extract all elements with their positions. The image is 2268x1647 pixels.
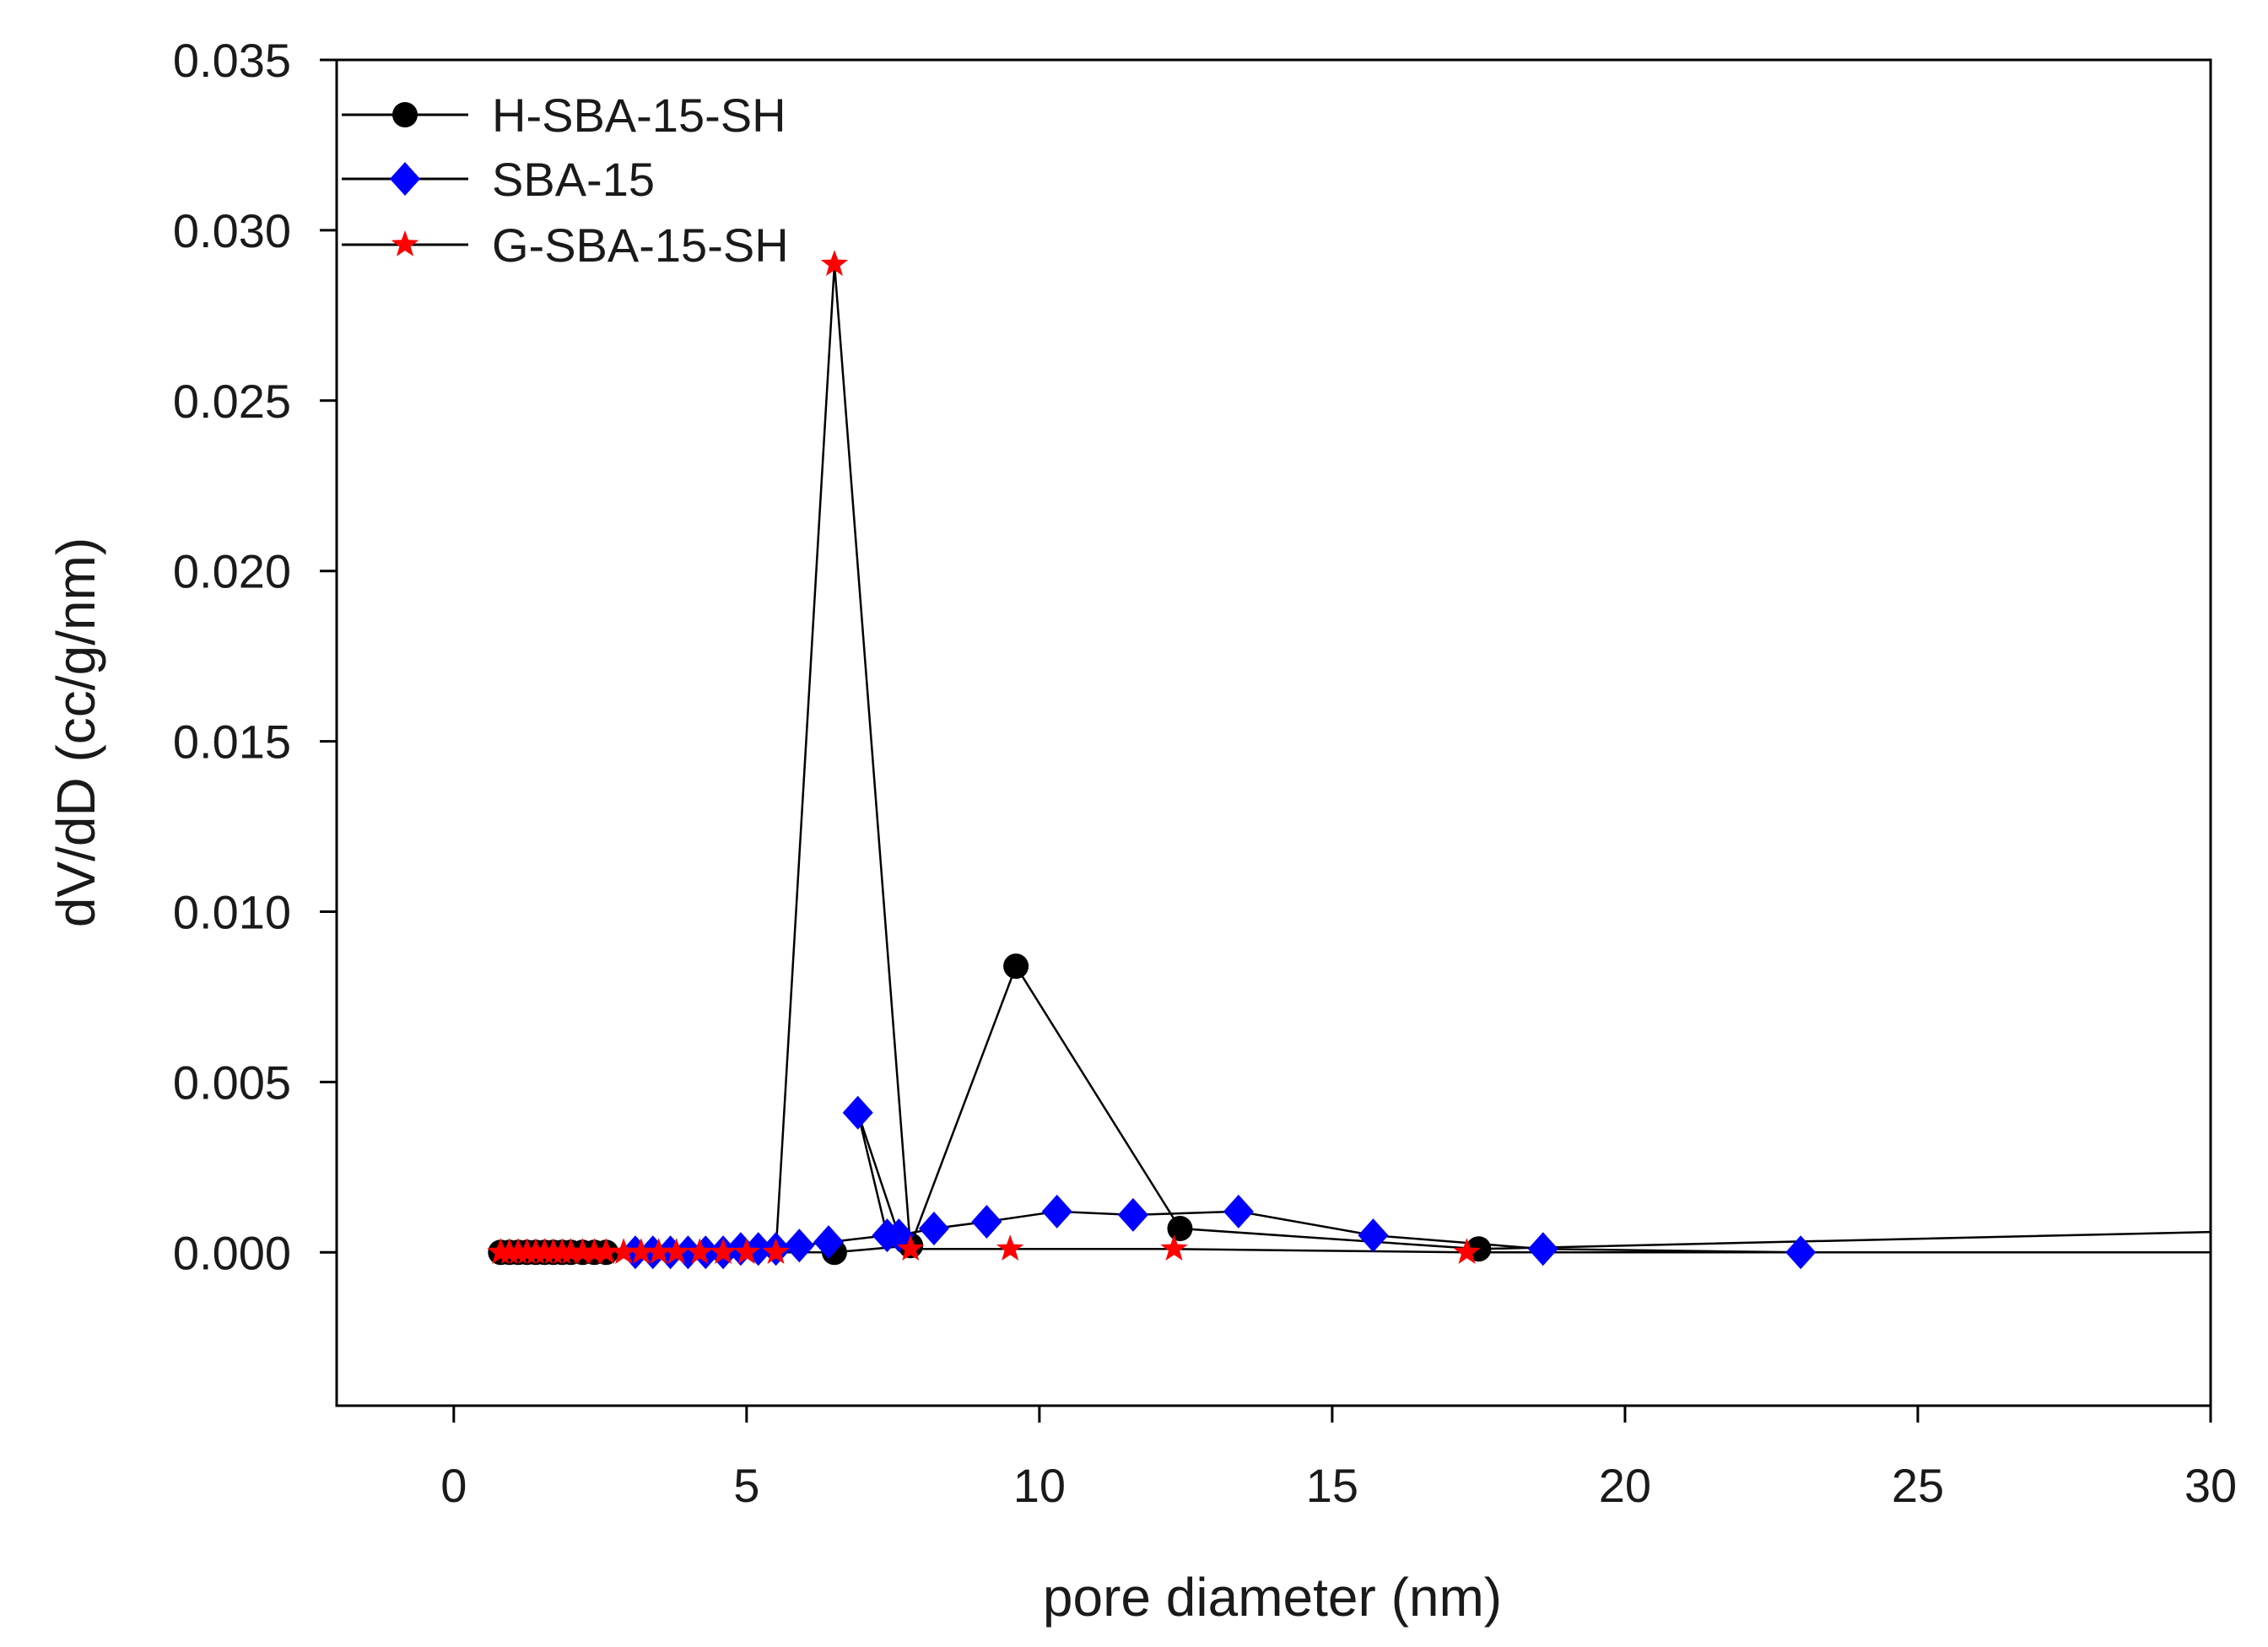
data-point-g-sba-15-sh [732,1238,760,1264]
data-point-h-sba-15-sh [1003,953,1029,980]
legend-marker-h-sba-15-sh [392,102,418,127]
data-point-sba-15 [1223,1194,1254,1228]
y-tick-label: 0.005 [173,1056,291,1109]
y-tick-label: 0.025 [173,375,291,428]
data-point-sba-15 [1041,1194,1072,1228]
data-point-g-sba-15-sh [1453,1238,1481,1264]
x-tick-label: 15 [1306,1459,1358,1512]
data-point-g-sba-15-sh [569,1238,597,1264]
data-point-sba-15 [1117,1197,1148,1232]
data-point-g-sba-15-sh [996,1234,1024,1261]
x-axis-title: pore diameter (nm) [1043,1567,1502,1628]
y-tick-label: 0.015 [173,716,291,769]
legend-marker-sba-15 [390,162,420,196]
y-tick-label: 0.035 [173,34,291,87]
data-point-sba-15 [1785,1235,1817,1270]
data-point-sba-15 [813,1225,845,1260]
legend: H-SBA-15-SH SBA-15 G-SBA-15-SH [342,89,789,272]
data-point-g-sba-15-sh [762,1238,790,1264]
data-point-g-sba-15-sh [1160,1234,1188,1261]
x-tick-label: 30 [2184,1459,2237,1512]
data-point-sba-15 [918,1212,949,1246]
y-tick-label: 0.030 [173,204,291,257]
data-point-sba-15 [784,1228,815,1263]
data-point-g-sba-15-sh [709,1238,737,1264]
x-tick-label: 10 [1013,1459,1066,1512]
legend-label-h-sba-15-sh: H-SBA-15-SH [492,89,786,142]
plot-frame [335,58,2212,1407]
data-point-sba-15 [883,1218,915,1253]
data-point-g-sba-15-sh [662,1238,690,1264]
y-tick-label: 0.010 [173,885,291,938]
data-point-g-sba-15-sh [686,1238,714,1264]
y-tick-label: 0.020 [173,545,291,598]
data-point-sba-15 [842,1095,873,1130]
x-tick-label: 20 [1599,1459,1651,1512]
data-point-g-sba-15-sh [897,1234,925,1261]
legend-marker-g-sba-15-sh [391,230,419,256]
data-point-sba-15 [1358,1218,1389,1253]
x-tick-label: 0 [440,1459,467,1512]
data-point-g-sba-15-sh [592,1238,620,1264]
data-point-g-sba-15-sh [820,250,849,276]
data-point-sba-15 [971,1204,1002,1239]
data-point-g-sba-15-sh [645,1238,672,1264]
y-tick-label: 0.000 [173,1226,291,1279]
series-layer [487,250,2211,1270]
x-tick-label: 5 [733,1459,759,1512]
data-point-h-sba-15-sh [1167,1216,1193,1242]
data-point-sba-15 [1527,1232,1558,1266]
data-point-g-sba-15-sh [557,1238,585,1264]
y-axis-title: dV/dD (cc/g/nm) [46,537,106,927]
legend-label-g-sba-15-sh: G-SBA-15-SH [492,219,789,272]
data-point-g-sba-15-sh [580,1238,608,1264]
legend-label-sba-15: SBA-15 [492,153,655,206]
x-tick-label: 25 [1892,1459,1944,1512]
data-point-g-sba-15-sh [627,1238,656,1264]
data-point-g-sba-15-sh [609,1238,638,1264]
ticks-layer: 0 5 10 15 20 25 30 0.000 0.005 0.010 0.015 0.020 0.0… [173,34,2237,1512]
